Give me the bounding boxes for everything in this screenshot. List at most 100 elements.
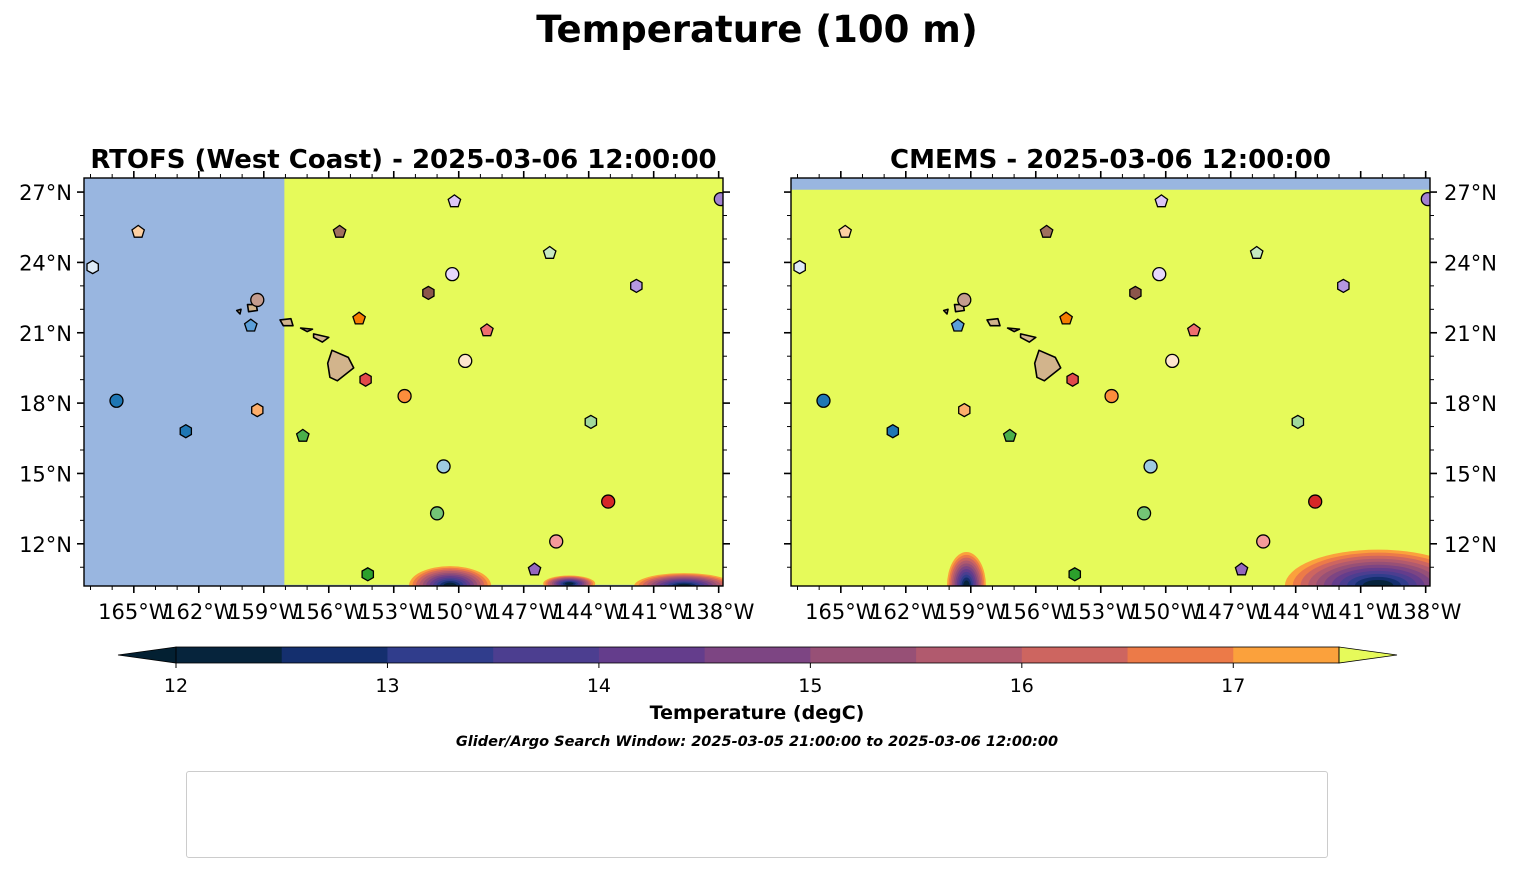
lon-tick-label: 156°W (1000, 600, 1072, 624)
island-niihau (942, 308, 949, 315)
temperature-field (284, 178, 723, 586)
cmems-panel: CMEMS - 2025-03-06 12:00:00 165°W162°W159… (784, 145, 1497, 624)
float-marker-2903863 (109, 393, 124, 408)
lat-tick-label: 12°N (19, 533, 72, 557)
island-maui (312, 333, 330, 343)
colorbar-label: Temperature (degC) (650, 702, 865, 724)
temp-contour-0-10 (443, 582, 457, 586)
float-marker-5906811 (1337, 278, 1350, 294)
float-marker-3902373 (179, 423, 193, 439)
map-area (84, 178, 723, 586)
float-marker-7901106 (957, 292, 972, 308)
lat-tick-label: 27°N (1444, 181, 1497, 205)
float-marker-4903379 (958, 402, 971, 418)
float-marker-5906016 (584, 414, 598, 430)
float-marker-5906529 (479, 323, 494, 337)
lon-tick-label: 162°W (163, 600, 235, 624)
float-marker-5906753 (549, 534, 564, 549)
lon-tick-label: 165°W (805, 600, 877, 624)
float-marker-5905854 (429, 506, 445, 521)
float-marker-7900877 (1039, 224, 1054, 238)
float-marker-5906470 (1066, 372, 1079, 387)
temp-contour-2-10 (564, 582, 574, 586)
lon-tick-label: 156°W (293, 600, 365, 624)
lon-tick-label: 147°W (1195, 600, 1267, 624)
lat-tick-label: 21°N (19, 322, 72, 346)
lon-tick-label: 141°W (618, 600, 690, 624)
colorbar-tick-label: 16 (1010, 675, 1034, 697)
float-marker-4903507 (131, 224, 146, 238)
colorbar-tick-label: 12 (164, 675, 188, 697)
float-marker-5905746 (361, 567, 375, 582)
float-marker-5906756 (527, 562, 542, 576)
lon-tick-label: 162°W (870, 600, 942, 624)
float-marker-4903175 (397, 388, 412, 404)
colorbar-frame (175, 646, 1340, 664)
island-oahu (986, 317, 1001, 327)
float-marker-3902561 (1143, 459, 1158, 474)
panel-title: RTOFS (West Coast) - 2025-03-06 12:00:00 (90, 145, 716, 175)
float-marker-5906156 (1249, 245, 1264, 259)
lon-tick-label: 159°W (228, 600, 300, 624)
colorbar-bin (281, 647, 388, 663)
lon-tick-label: 150°W (1130, 600, 1202, 624)
float-marker-5905746 (1068, 567, 1082, 582)
lon-tick-label: 144°W (1260, 600, 1332, 624)
colorbar-extend-min (117, 646, 177, 664)
float-marker-4903175 (1104, 388, 1119, 404)
float-marker-4903174 (352, 311, 367, 325)
colorbar-bin (916, 647, 1023, 663)
float-marker-5905854 (1136, 506, 1152, 521)
island-hawaii-big-island (326, 349, 355, 382)
colorbar-tick-label: 14 (587, 675, 611, 697)
float-marker-5906812 (1154, 194, 1169, 208)
float-marker-5906529 (1186, 323, 1201, 337)
float-marker-5905853 (1002, 428, 1017, 442)
lat-tick-label: 12°N (1444, 533, 1497, 557)
lat-tick-label: 18°N (19, 392, 72, 416)
colorbar-bin (493, 647, 600, 663)
colorbar-bin (176, 647, 283, 663)
colorbar-bin (1021, 647, 1129, 663)
lat-tick-label: 15°N (1444, 462, 1497, 486)
lon-tick-label: 153°W (358, 600, 430, 624)
float-marker-3902561 (436, 459, 451, 474)
float-marker-4903379 (251, 402, 264, 418)
lat-tick-label: 24°N (19, 251, 72, 275)
lon-tick-label: 153°W (1065, 600, 1137, 624)
colorbar-bin (1233, 647, 1340, 663)
float-marker-5906796 (1420, 191, 1430, 207)
float-marker-4903032 (793, 259, 806, 275)
float-marker-3902559 (243, 318, 258, 332)
float-marker-2903863 (816, 393, 831, 408)
colorbar-tick-label: 13 (375, 675, 399, 697)
float-marker-5905853 (295, 428, 310, 442)
lon-tick-label: 150°W (423, 600, 495, 624)
rtofs-panel: RTOFS (West Coast) - 2025-03-06 12:00:00… (19, 145, 755, 624)
float-marker-5906156 (542, 245, 557, 259)
lon-tick-label: 147°W (488, 600, 560, 624)
float-marker-3902559 (950, 318, 965, 332)
axes-frame (790, 177, 1431, 587)
float-marker-4903507 (838, 224, 853, 238)
float-marker-5906796 (713, 191, 723, 207)
float-marker-4903174 (1059, 311, 1074, 325)
float-marker-7901106 (250, 292, 265, 308)
axes-frame (83, 177, 724, 587)
colorbar-bin (810, 647, 917, 663)
temp-contour-1-10 (1362, 579, 1394, 586)
float-marker-5906815 (445, 266, 460, 282)
island-oahu (279, 317, 294, 327)
float-marker-5906756 (1234, 562, 1249, 576)
masked-top-band (791, 178, 1430, 190)
figure-title: Temperature (100 m) (536, 8, 978, 51)
map-area (791, 178, 1430, 586)
float-marker-5906164 (1308, 494, 1323, 509)
float-marker-5905732 (1165, 353, 1180, 369)
lon-tick-label: 159°W (935, 600, 1007, 624)
island-maui (1019, 333, 1037, 343)
lat-tick-label: 21°N (1444, 322, 1497, 346)
float-marker-5906753 (1256, 534, 1271, 549)
lon-tick-label: 138°W (1390, 600, 1462, 624)
